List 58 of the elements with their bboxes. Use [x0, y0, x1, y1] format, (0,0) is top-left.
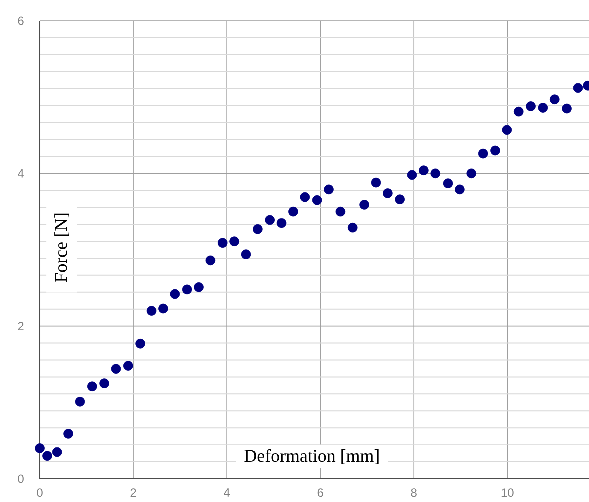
y-tick-label: 6 [18, 16, 24, 26]
point [158, 304, 168, 314]
y-tick-label: 2 [18, 322, 24, 330]
point [87, 382, 98, 392]
point [324, 184, 334, 195]
point [478, 148, 488, 159]
point [146, 306, 157, 316]
point [52, 447, 62, 458]
point [336, 206, 346, 217]
point [562, 104, 572, 114]
x-tick-label: 6 [318, 488, 324, 498]
point [466, 168, 477, 179]
point [419, 166, 429, 176]
point [35, 444, 45, 454]
point [265, 215, 275, 226]
x-tick-label: 10 [502, 488, 514, 498]
point [371, 178, 382, 188]
point [430, 168, 441, 179]
point [514, 106, 524, 117]
point [276, 218, 287, 228]
point [550, 94, 560, 105]
point [100, 378, 110, 388]
y-tick-label: 0 [18, 474, 24, 484]
point [170, 289, 180, 300]
point [502, 125, 512, 136]
x-tick-label: 2 [130, 488, 136, 497]
x-tick-label: 0 [37, 488, 43, 498]
point [300, 192, 310, 202]
point [538, 103, 548, 113]
point [490, 146, 500, 156]
point [312, 195, 322, 206]
x-tick-label: 8 [411, 488, 417, 498]
point [443, 178, 454, 188]
point [194, 282, 204, 292]
point [348, 222, 358, 233]
point [288, 206, 298, 217]
point [360, 200, 370, 210]
point [182, 284, 192, 295]
point [111, 364, 122, 374]
point [230, 236, 240, 246]
point [407, 170, 418, 180]
point [42, 451, 52, 461]
x-axis-title: Deformation [mm] [244, 449, 379, 464]
y-tick-label: 4 [18, 170, 24, 178]
point [455, 184, 465, 195]
point [526, 102, 536, 112]
point [241, 250, 252, 260]
x-tick-label: 4 [224, 488, 230, 497]
point [64, 429, 74, 439]
point [206, 256, 216, 266]
point [383, 188, 393, 198]
point [218, 238, 228, 248]
point [123, 361, 134, 371]
point [136, 338, 146, 349]
point [395, 194, 405, 205]
y-axis-title: Force [N] [54, 214, 70, 282]
point [75, 396, 86, 407]
point [253, 224, 263, 234]
